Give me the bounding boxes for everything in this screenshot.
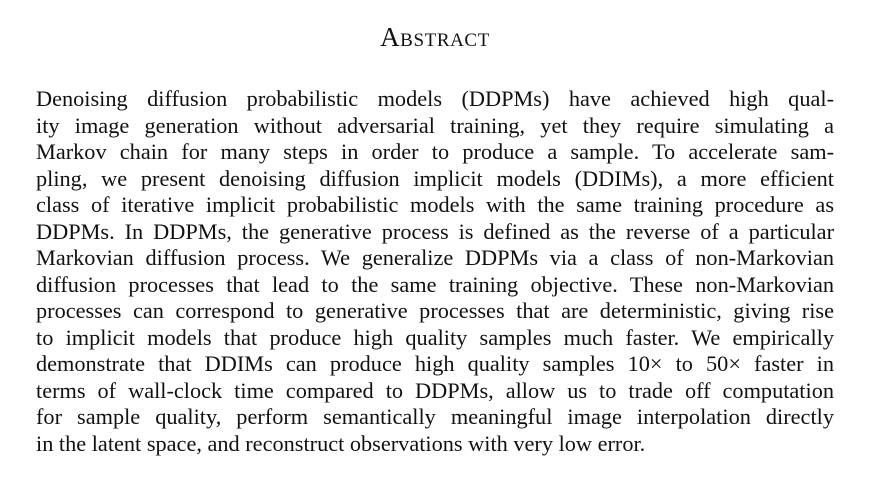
abstract-line: Denoising diffusion probabilistic models… xyxy=(36,86,834,111)
abstract-line: demonstrate that DDIMs can produce high … xyxy=(36,351,834,376)
abstract-line: in the latent space, and reconstruct obs… xyxy=(36,430,646,456)
abstract-line: pling, we present denoising diffusion im… xyxy=(36,165,834,191)
abstract-line: to implicit models that produce high qua… xyxy=(36,324,834,350)
abstract-line: Markovian diffusion process. We generali… xyxy=(36,245,834,270)
abstract-paragraph: Denoising diffusion probabilistic models… xyxy=(36,86,834,457)
abstract-line: terms of wall-clock time compared to DDP… xyxy=(36,377,834,403)
abstract-line: diffusion processes that lead to the sam… xyxy=(36,271,834,297)
abstract-line: ity image generation without adversarial… xyxy=(36,112,834,138)
abstract-line: DDPMs. In DDPMs, the generative process … xyxy=(36,218,834,244)
abstract-line: class of iterative implicit probabilisti… xyxy=(36,192,834,217)
abstract-line: Markov chain for many steps in order to … xyxy=(36,139,834,164)
abstract-line: processes can correspond to generative p… xyxy=(36,298,834,323)
abstract-heading: Abstract xyxy=(380,22,490,52)
abstract-line: for sample quality, perform semantically… xyxy=(36,404,834,429)
